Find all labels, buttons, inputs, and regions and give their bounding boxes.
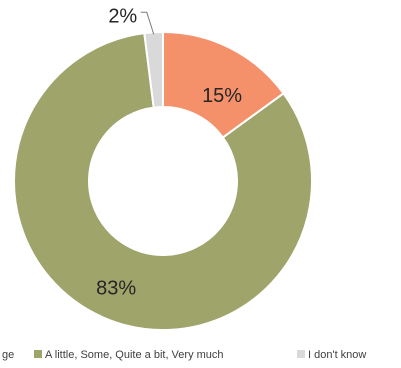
data-label-i-don-t-know: 2%: [108, 6, 137, 28]
data-labels: 15% 83% 2%: [96, 6, 242, 300]
data-label-no-change: 15%: [202, 85, 242, 107]
chart-legend: ge A little, Some, Quite a bit, Very much…: [2, 349, 366, 361]
donut-slices: [13, 30, 313, 331]
legend-label-a-little-some-quite-a-bit-very-much: A little, Some, Quite a bit, Very much: [45, 349, 224, 361]
legend-label-i-don-t-know: I don't know: [308, 349, 366, 361]
legend-swatch-i-don-t-know: [297, 350, 305, 358]
label-leader-lines: [140, 11, 155, 35]
legend-label-ge: ge: [2, 349, 14, 361]
leader-line-i-don-t-know: [140, 11, 155, 35]
data-label-a-little-some-quite-a-bit-very-much: 83%: [96, 278, 136, 300]
slice-a-little-some-quite-a-bit-very-much: [13, 32, 313, 331]
legend-swatch-a-little-some-quite-a-bit-very-much: [34, 350, 42, 358]
slice-i-don-t-know: [143, 30, 164, 109]
